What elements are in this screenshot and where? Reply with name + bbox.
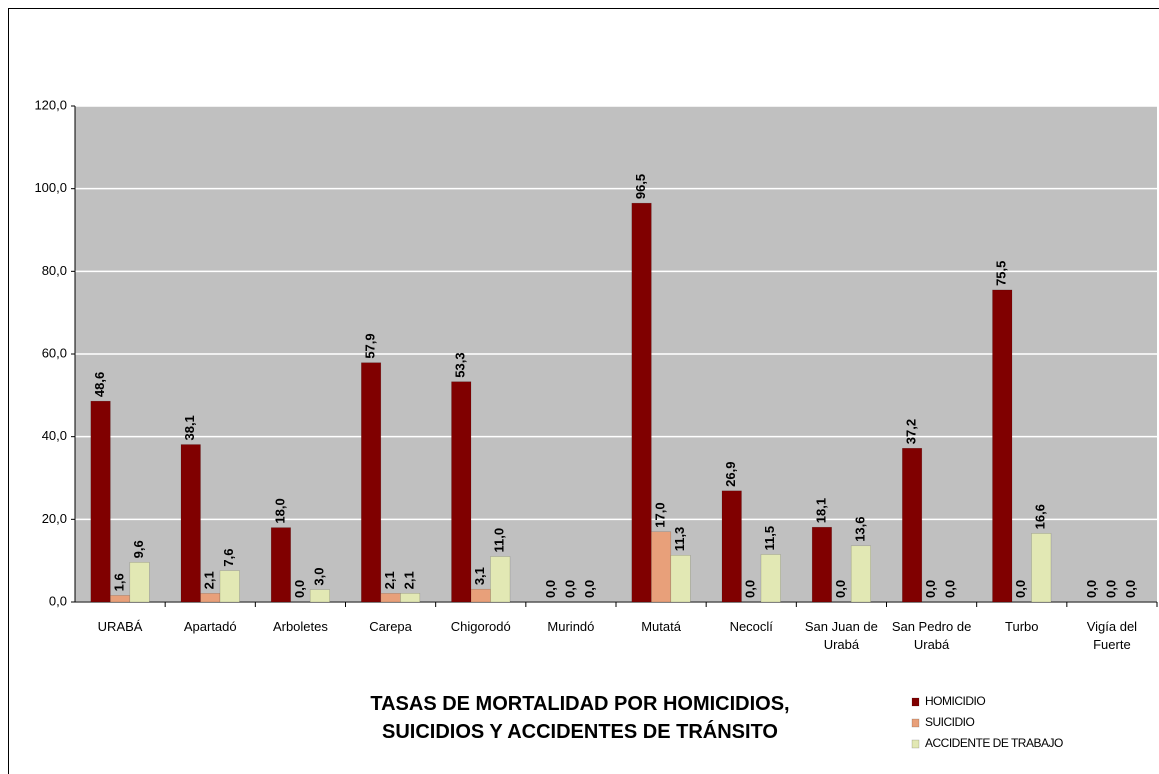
value-label: 0,0 xyxy=(1084,580,1099,598)
value-label: 2,1 xyxy=(402,571,417,589)
y-tick-label: 80,0 xyxy=(42,263,67,278)
value-label: 11,0 xyxy=(492,528,507,553)
bar xyxy=(90,400,111,603)
bar xyxy=(180,444,201,603)
y-tick-label: 120,0 xyxy=(34,97,67,112)
bar xyxy=(902,447,923,603)
value-label: 0,0 xyxy=(923,580,938,598)
value-label: 0,0 xyxy=(943,580,958,598)
bar xyxy=(631,202,652,603)
bar xyxy=(811,526,832,603)
value-label: 11,3 xyxy=(672,527,687,552)
legend-label: HOMICIDIO xyxy=(925,694,986,708)
bar xyxy=(670,555,691,603)
bar xyxy=(270,527,291,603)
bar xyxy=(400,593,421,603)
y-tick-label: 100,0 xyxy=(34,180,67,195)
value-label: 37,2 xyxy=(904,419,919,444)
value-label: 2,1 xyxy=(382,571,397,589)
value-label: 75,5 xyxy=(994,261,1009,286)
value-label: 0,0 xyxy=(1103,580,1118,598)
value-label: 0,0 xyxy=(743,580,758,598)
value-label: 0,0 xyxy=(292,580,307,598)
legend-swatch xyxy=(911,718,920,728)
value-label: 17,0 xyxy=(653,502,668,527)
value-label: 3,0 xyxy=(311,568,326,586)
value-label: 11,5 xyxy=(762,526,777,551)
value-label: 0,0 xyxy=(833,580,848,598)
legend-label: ACCIDENTE DE TRABAJO xyxy=(925,736,1063,750)
bar xyxy=(992,289,1013,603)
value-label: 2,1 xyxy=(202,571,217,589)
frame-border xyxy=(8,8,1159,774)
bar xyxy=(380,593,401,603)
value-label: 13,6 xyxy=(852,516,867,541)
value-label: 0,0 xyxy=(562,580,577,598)
value-label: 96,5 xyxy=(633,174,648,199)
value-label: 1,6 xyxy=(112,573,127,591)
x-tick-label: San Juan de Urabá xyxy=(804,619,878,652)
value-label: 53,3 xyxy=(453,352,468,377)
bar xyxy=(361,362,382,603)
y-tick-label: 60,0 xyxy=(42,345,67,360)
x-tick-label: Murindó xyxy=(547,619,595,634)
bar xyxy=(490,556,511,603)
x-tick-label: San Pedro de Urabá xyxy=(891,619,972,652)
x-tick-label: Carepa xyxy=(369,619,412,634)
value-label: 0,0 xyxy=(1013,580,1028,598)
legend-swatch xyxy=(911,697,920,707)
legend-label: SUICIDIO xyxy=(925,715,975,729)
x-tick-label: Chigorodó xyxy=(450,619,511,634)
chart-title: TASAS DE MORTALIDAD POR HOMICIDIOS, SUIC… xyxy=(370,693,790,743)
value-label: 9,6 xyxy=(131,540,146,558)
bar xyxy=(110,595,131,603)
legend-swatch xyxy=(911,739,920,749)
value-label: 0,0 xyxy=(582,580,597,598)
bar xyxy=(219,570,240,603)
value-label: 38,1 xyxy=(182,415,197,440)
bar xyxy=(470,588,491,603)
value-label: 3,1 xyxy=(472,567,487,585)
value-label: 48,6 xyxy=(92,372,107,397)
value-label: 57,9 xyxy=(363,333,378,358)
bar xyxy=(850,545,871,603)
value-label: 26,9 xyxy=(723,462,738,487)
x-tick-label: Apartadó xyxy=(183,619,237,634)
x-tick-label: URABÁ xyxy=(97,619,143,634)
x-tick-label: Arboletes xyxy=(272,619,328,634)
y-tick-label: 40,0 xyxy=(42,428,67,443)
x-tick-label: Mutatá xyxy=(641,619,681,634)
bar xyxy=(760,554,781,603)
bar xyxy=(309,589,330,603)
x-tick-label: Turbo xyxy=(1005,619,1039,634)
y-tick-label: 20,0 xyxy=(42,511,67,526)
value-label: 18,0 xyxy=(272,498,287,523)
bar xyxy=(1031,533,1052,603)
value-label: 0,0 xyxy=(543,580,558,598)
y-tick-label: 0,0 xyxy=(49,593,67,608)
x-tick-label: Vigía del Fuerte xyxy=(1086,619,1138,652)
bar xyxy=(651,531,672,603)
value-label: 18,1 xyxy=(813,498,828,523)
bar xyxy=(200,593,221,603)
x-tick-label: Necoclí xyxy=(729,619,773,634)
bar xyxy=(451,381,472,603)
bar xyxy=(721,490,742,603)
bar xyxy=(129,562,150,603)
value-label: 7,6 xyxy=(221,549,236,567)
value-label: 16,6 xyxy=(1033,504,1048,529)
value-label: 0,0 xyxy=(1123,580,1138,598)
